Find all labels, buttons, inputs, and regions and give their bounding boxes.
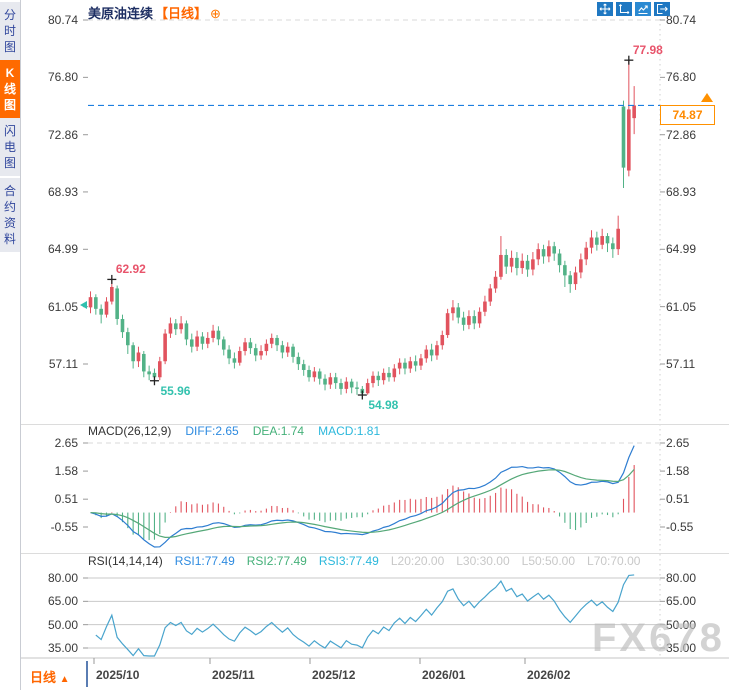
y-axis-label: 50.00 [47, 617, 78, 632]
y-axis-label: -0.55 [50, 520, 78, 534]
instrument-name: 美原油连续 [88, 6, 154, 21]
grid-lines [20, 14, 729, 664]
y-axis-label: 76.80 [47, 70, 78, 85]
line-chart-icon[interactable] [635, 2, 651, 16]
rsi-series [95, 574, 635, 657]
macd-title: MACD(26,12,9) [88, 424, 172, 438]
y-axis-label: 0.51 [666, 492, 690, 507]
y-axis-label: 61.05 [47, 299, 78, 314]
current-price-tag: 74.87 [660, 105, 715, 125]
y-axis-label: 80.74 [47, 13, 78, 27]
y-axis-label: 80.74 [666, 13, 697, 27]
x-axis-label: 2025/11 [212, 668, 255, 682]
sidebar-item-contract[interactable]: 合约资料 [0, 178, 20, 252]
triangle-up-icon: ▲ [59, 674, 70, 685]
price-alert-arrow-icon [701, 93, 713, 102]
period-badge: 【日线】 [155, 6, 208, 21]
y-axis-label: 57.11 [666, 357, 696, 371]
y-axis-label: 65.00 [47, 594, 78, 609]
x-axis-label: 2026/02 [527, 668, 571, 682]
rsi2-value: RSI2:77.49 [246, 554, 307, 568]
sidebar-item-timeline[interactable]: 分时图 [0, 2, 20, 60]
rsi1-value: RSI1:77.49 [174, 554, 235, 568]
sidebar-item-kline[interactable]: K线图 [0, 60, 20, 118]
sidebar-item-flash[interactable]: 闪电图 [0, 118, 20, 176]
rsi-header: RSI(14,14,14) RSI1:77.49 RSI2:77.49 RSI3… [88, 554, 640, 568]
high-price-label: 62.92 [115, 262, 146, 277]
y-axis-label: 57.11 [48, 357, 78, 371]
y-axis-label: 72.86 [47, 127, 78, 142]
rsi-l70-value: L70:70.00 [587, 554, 641, 568]
x-axis-label: 2025/12 [312, 668, 356, 682]
extreme-markers [107, 55, 634, 400]
low-price-label: 54.98 [368, 398, 399, 412]
y-axis-label: 64.99 [666, 242, 697, 257]
high-price-label: 77.98 [632, 43, 663, 58]
y-axis-label: 72.86 [666, 127, 697, 142]
y-axis-label: 2.65 [666, 436, 690, 450]
rsi-l30-value: L30:30.00 [456, 554, 510, 568]
candlestick-series [88, 60, 636, 396]
macd-diff-value: DIFF:2.65 [185, 424, 239, 438]
macd-series [90, 445, 635, 548]
macd-header: MACD(26,12,9) DIFF:2.65 DEA:1.74 MACD:1.… [88, 424, 380, 438]
y-axis-label: 50.00 [666, 617, 697, 632]
y-axis-label: 61.05 [666, 299, 697, 314]
y-axis-label: 68.93 [666, 184, 697, 199]
rsi-title: RSI(14,14,14) [88, 554, 163, 568]
rsi-l50-value: L50:50.00 [521, 554, 576, 568]
exit-fullscreen-icon[interactable] [654, 2, 670, 16]
y-axis-label: 68.93 [47, 184, 78, 199]
x-axis-label: 2026/01 [422, 668, 466, 682]
y-axis-label: 1.58 [54, 464, 78, 479]
circled-plus-icon[interactable]: ⊕ [210, 6, 221, 21]
axis-scale-icon[interactable] [616, 2, 632, 16]
period-selector-label: 日线 [30, 670, 57, 685]
y-axis-label: 64.99 [47, 242, 78, 257]
watermark: FX678 [592, 616, 725, 660]
y-axis-label: 35.00 [666, 641, 697, 655]
y-axis-label: 1.58 [666, 464, 690, 479]
y-axis-label: 2.65 [54, 436, 78, 450]
y-axis-label: 80.00 [666, 571, 697, 585]
y-axis-label: 0.51 [54, 492, 78, 507]
y-axis-label: 76.80 [666, 70, 697, 85]
y-axis-label: 80.00 [47, 571, 78, 585]
period-selector[interactable]: 日线 ▲ [30, 667, 70, 686]
y-axis-label: 35.00 [47, 641, 78, 655]
x-axis-label: 2025/10 [96, 668, 140, 682]
bottom-bar-divider [86, 661, 88, 687]
left-edge-marker-icon [80, 301, 87, 309]
chart-title: 美原油连续 【日线】 ⊕ [88, 3, 221, 22]
y-axis-label: -0.55 [666, 520, 694, 534]
rsi-l20-value: L20:20.00 [390, 554, 445, 568]
macd-dea-value: DEA:1.74 [252, 424, 305, 438]
low-price-label: 55.96 [160, 383, 191, 398]
chart-toolbar [597, 2, 670, 16]
rsi3-value: RSI3:77.49 [318, 554, 379, 568]
pan-move-icon[interactable] [597, 2, 613, 16]
sidebar: 分时图 K线图 闪电图 合约资料 [0, 0, 21, 690]
y-axis-label: 65.00 [666, 594, 697, 609]
macd-macd-value: MACD:1.81 [318, 424, 381, 438]
